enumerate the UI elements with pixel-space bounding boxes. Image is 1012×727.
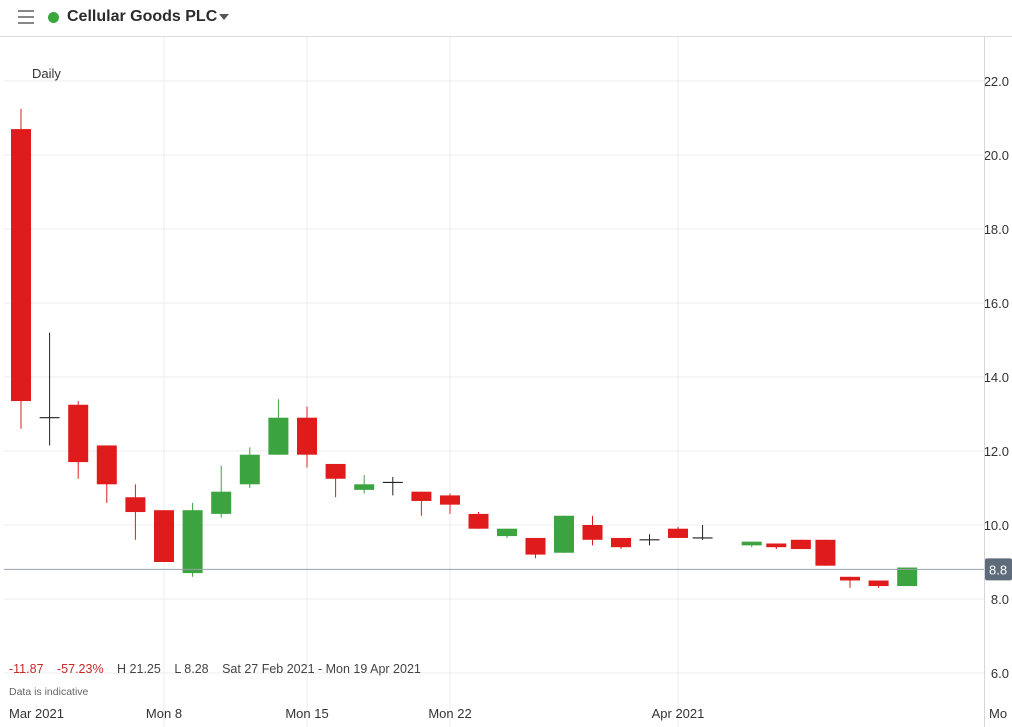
candle-body[interactable] [325, 463, 346, 479]
candle-body[interactable] [68, 404, 89, 463]
candle-body[interactable] [741, 541, 762, 546]
candle-body[interactable] [211, 491, 232, 514]
low-value: L 8.28 [174, 662, 209, 676]
candle-body[interactable] [154, 510, 174, 562]
candle-body[interactable] [897, 567, 918, 587]
y-tick-label: 12.0 [984, 444, 1009, 459]
x-tick-label: Mar 2021 [9, 706, 64, 721]
stats-bar: -11.87 -57.23% H 21.25 L 8.28 Sat 27 Feb… [9, 662, 431, 676]
candle-body[interactable] [268, 417, 289, 455]
top-bar: Cellular Goods PLC [0, 0, 1012, 37]
high-value: H 21.25 [117, 662, 161, 676]
last-price-badge [985, 558, 1012, 581]
x-tick-label: Mo [989, 706, 1007, 721]
date-range: Sat 27 Feb 2021 - Mon 19 Apr 2021 [222, 662, 421, 676]
change-value: -11.87 [9, 662, 44, 676]
candle-body[interactable] [525, 537, 546, 555]
candle-body[interactable] [297, 417, 317, 455]
y-tick-label: 10.0 [984, 518, 1009, 533]
candle-body[interactable] [239, 454, 260, 485]
candle-body[interactable] [125, 497, 146, 513]
candle-body[interactable] [411, 491, 432, 501]
y-tick-label: 16.0 [984, 296, 1009, 311]
data-indicative-note: Data is indicative [9, 686, 89, 698]
candle-body[interactable] [182, 510, 203, 574]
candle-body[interactable] [766, 543, 787, 548]
last-price-label: 8.8 [989, 562, 1007, 577]
candle-body[interactable] [468, 513, 489, 529]
x-tick-label: Mon 8 [146, 706, 182, 721]
instrument-title[interactable]: Cellular Goods PLC [67, 8, 218, 25]
candle-body[interactable] [354, 484, 375, 490]
candle-body[interactable] [440, 495, 460, 505]
x-tick-label: Mon 22 [428, 706, 471, 721]
candle-body[interactable] [790, 539, 811, 550]
candle-body[interactable] [815, 539, 836, 566]
candle-body[interactable] [11, 129, 31, 402]
market-status-dot [48, 12, 59, 23]
change-percent: -57.23% [57, 662, 104, 676]
y-tick-label: 20.0 [984, 148, 1009, 163]
candle-body[interactable] [582, 525, 603, 540]
candle-body[interactable] [96, 445, 117, 485]
y-tick-label: 14.0 [984, 370, 1009, 385]
y-tick-label: 6.0 [991, 666, 1009, 681]
candle-body[interactable] [868, 580, 889, 587]
x-tick-label: Mon 15 [285, 706, 328, 721]
x-tick-label: Apr 2021 [652, 706, 705, 721]
caret-down-icon[interactable] [219, 14, 229, 20]
y-tick-label: 22.0 [984, 74, 1009, 89]
candle-body[interactable] [840, 576, 860, 581]
candle-body[interactable] [554, 515, 574, 553]
candle-body[interactable] [668, 528, 688, 538]
y-tick-label: 8.0 [991, 592, 1009, 607]
hamburger-icon[interactable] [18, 10, 34, 24]
period-label[interactable]: Daily [32, 66, 61, 81]
y-tick-label: 18.0 [984, 222, 1009, 237]
candle-body[interactable] [497, 528, 517, 537]
price-chart[interactable]: 6.0 8.0 10.0 12.0 14.0 16.0 18.0 20.0 22.0 Mar 20… [0, 37, 1012, 727]
candle-body[interactable] [611, 537, 631, 548]
